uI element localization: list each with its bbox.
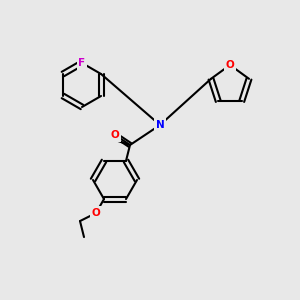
Text: F: F [78, 58, 85, 68]
Text: N: N [156, 120, 164, 130]
Text: O: O [226, 60, 234, 70]
Text: O: O [111, 130, 119, 140]
Text: O: O [92, 208, 100, 218]
